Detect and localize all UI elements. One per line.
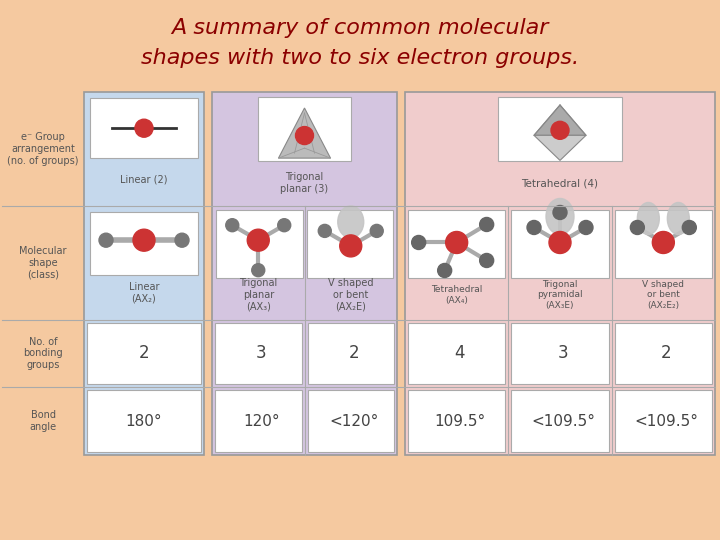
Text: shapes with two to six electron groups.: shapes with two to six electron groups. xyxy=(141,48,579,68)
Circle shape xyxy=(652,232,675,253)
Bar xyxy=(408,390,505,452)
Text: e⁻ Group
arrangement
(no. of groups): e⁻ Group arrangement (no. of groups) xyxy=(7,132,78,166)
Bar xyxy=(511,210,608,279)
Circle shape xyxy=(340,235,361,257)
Text: 180°: 180° xyxy=(126,414,162,429)
Ellipse shape xyxy=(637,202,660,234)
Text: Bond
angle: Bond angle xyxy=(30,410,57,432)
Bar xyxy=(215,390,302,452)
Text: 3: 3 xyxy=(256,345,266,362)
Text: Tetrahedral (4): Tetrahedral (4) xyxy=(521,178,598,188)
Bar xyxy=(408,323,505,384)
Circle shape xyxy=(252,264,265,276)
Text: 2: 2 xyxy=(139,345,149,362)
Bar xyxy=(87,390,201,452)
Text: <120°: <120° xyxy=(329,414,379,429)
Bar xyxy=(511,323,608,384)
Circle shape xyxy=(446,232,468,253)
Bar xyxy=(90,98,198,158)
Text: A summary of common molecular: A summary of common molecular xyxy=(171,18,549,38)
Text: Trigonal
planar
(AX₃): Trigonal planar (AX₃) xyxy=(239,278,277,312)
Circle shape xyxy=(99,233,113,247)
Text: Trigonal
planar (3): Trigonal planar (3) xyxy=(280,172,328,194)
Text: Trigonal
pyramidal
(AX₃E): Trigonal pyramidal (AX₃E) xyxy=(537,280,582,310)
Text: V shaped
or bent
(AX₂E₂): V shaped or bent (AX₂E₂) xyxy=(642,280,684,310)
Text: 3: 3 xyxy=(558,345,568,362)
Polygon shape xyxy=(534,105,586,136)
Circle shape xyxy=(412,235,426,249)
Circle shape xyxy=(226,219,239,232)
Ellipse shape xyxy=(338,206,364,238)
Bar xyxy=(511,390,608,452)
Bar xyxy=(216,210,302,279)
Circle shape xyxy=(135,119,153,137)
Ellipse shape xyxy=(667,202,689,234)
Polygon shape xyxy=(534,136,586,160)
Text: <109.5°: <109.5° xyxy=(634,414,698,429)
Text: 4: 4 xyxy=(454,345,465,362)
Text: Tetrahedral
(AX₄): Tetrahedral (AX₄) xyxy=(431,285,482,305)
Circle shape xyxy=(549,232,571,253)
Bar xyxy=(615,390,712,452)
Bar xyxy=(258,97,351,161)
Bar xyxy=(615,210,712,279)
Text: V shaped
or bent
(AX₂E): V shaped or bent (AX₂E) xyxy=(328,278,374,312)
Circle shape xyxy=(480,253,494,267)
Text: No. of
bonding
groups: No. of bonding groups xyxy=(23,337,63,370)
Bar xyxy=(307,390,394,452)
Bar xyxy=(90,212,198,275)
Circle shape xyxy=(278,219,291,232)
Circle shape xyxy=(438,264,451,278)
Text: 120°: 120° xyxy=(243,414,279,429)
Circle shape xyxy=(318,225,331,238)
Text: Linear (2): Linear (2) xyxy=(120,175,168,185)
Bar xyxy=(307,210,393,279)
Bar xyxy=(405,92,715,455)
Bar xyxy=(408,210,505,279)
Text: 2: 2 xyxy=(348,345,359,362)
Bar xyxy=(307,323,394,384)
Circle shape xyxy=(175,233,189,247)
Circle shape xyxy=(370,225,383,238)
Circle shape xyxy=(295,126,313,145)
Circle shape xyxy=(683,220,696,234)
Circle shape xyxy=(553,206,567,219)
Text: 109.5°: 109.5° xyxy=(434,414,485,429)
Circle shape xyxy=(133,229,155,251)
Text: 2: 2 xyxy=(661,345,672,362)
Circle shape xyxy=(630,220,644,234)
Bar xyxy=(212,92,397,455)
Bar xyxy=(84,92,204,455)
Circle shape xyxy=(247,229,269,251)
Bar xyxy=(615,323,712,384)
Circle shape xyxy=(527,220,541,234)
Circle shape xyxy=(480,218,494,232)
Circle shape xyxy=(551,122,569,139)
Polygon shape xyxy=(279,108,330,158)
Bar xyxy=(498,97,622,161)
Text: Linear
(AX₂): Linear (AX₂) xyxy=(129,282,159,303)
Circle shape xyxy=(579,220,593,234)
Ellipse shape xyxy=(546,199,574,234)
Bar xyxy=(87,323,201,384)
Text: <109.5°: <109.5° xyxy=(531,414,595,429)
Text: Molecular
shape
(class): Molecular shape (class) xyxy=(19,246,67,280)
Bar xyxy=(215,323,302,384)
